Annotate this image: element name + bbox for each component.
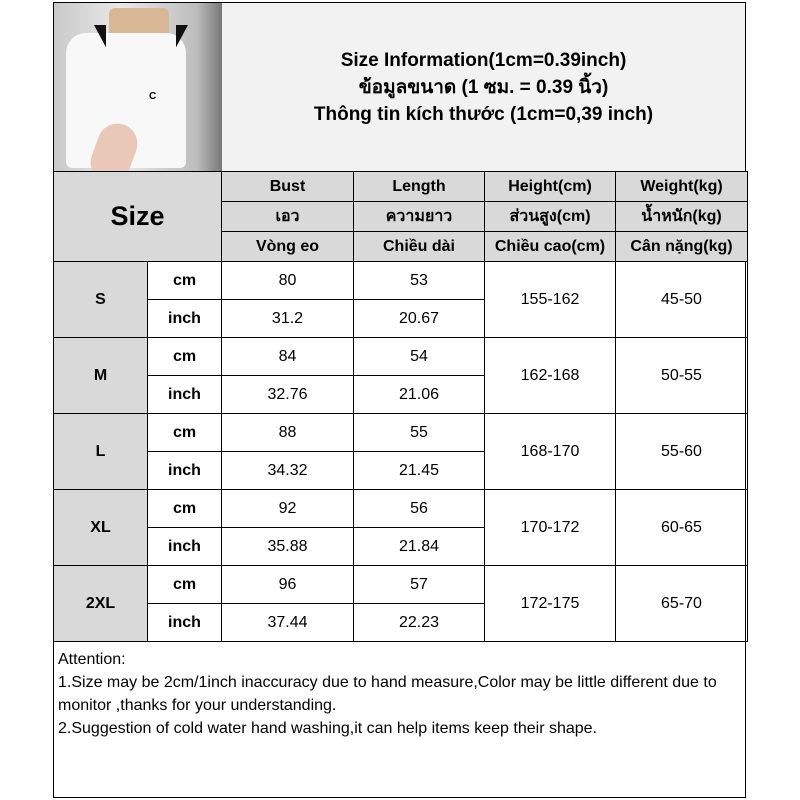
- table-row: 2XL cm 96 57 172-175 65-70: [53, 565, 748, 642]
- bust-inch: 31.2: [221, 299, 354, 338]
- bust-cm: 80: [221, 261, 354, 300]
- length-inch: 22.23: [353, 603, 485, 642]
- size-label: L: [53, 413, 148, 490]
- table-row: inch 32.76 21.06: [54, 375, 748, 414]
- attention-notes: Attention: 1.Size may be 2cm/1inch inacc…: [58, 648, 741, 740]
- weight-range: 45-50: [615, 261, 748, 338]
- shirt-logo: C: [149, 91, 157, 102]
- column-header: ความยาว: [353, 201, 485, 232]
- column-header: Chiều dài: [353, 231, 485, 262]
- height-range: 162-168: [484, 337, 616, 414]
- column-header: Length: [353, 171, 485, 202]
- length-inch: 20.67: [353, 299, 485, 338]
- unit-label: cm: [147, 565, 222, 604]
- bust-cm: 96: [221, 565, 354, 604]
- table-row: inch 34.32 21.45: [54, 451, 748, 490]
- column-header: Cân nặng(kg): [615, 231, 748, 262]
- unit-label: inch: [147, 451, 222, 490]
- bust-inch: 34.32: [221, 451, 354, 490]
- length-cm: 53: [353, 261, 485, 300]
- attention-note-2: 2.Suggestion of cold water hand washing,…: [58, 720, 597, 737]
- bust-inch: 32.76: [221, 375, 354, 414]
- bust-inch: 35.88: [221, 527, 354, 566]
- size-header: Size: [53, 171, 222, 262]
- unit-label: inch: [147, 299, 222, 338]
- column-header: Bust: [221, 171, 354, 202]
- length-cm: 56: [353, 489, 485, 528]
- size-table: Size Bust Length Height(cm) Weight(kg) เอว ควา…: [53, 171, 748, 642]
- unit-label: cm: [147, 413, 222, 452]
- attention-note-1: 1.Size may be 2cm/1inch inaccuracy due t…: [58, 674, 717, 714]
- length-cm: 54: [353, 337, 485, 376]
- header-row: เอว ความยาว ส่วนสูง(cm) น้ำหนัก(kg): [54, 201, 748, 232]
- column-header: ส่วนสูง(cm): [484, 201, 616, 232]
- size-chart: C Size Information(1cm=0.39inch) ข้อมูลข…: [53, 2, 748, 798]
- length-cm: 55: [353, 413, 485, 452]
- unit-label: cm: [147, 337, 222, 376]
- bust-cm: 84: [221, 337, 354, 376]
- header-row: Vòng eo Chiều dài Chiều cao(cm) Cân nặng(kg…: [54, 231, 748, 262]
- height-range: 170-172: [484, 489, 616, 566]
- size-label: 2XL: [53, 565, 148, 642]
- column-header: Height(cm): [484, 171, 616, 202]
- column-header: Chiều cao(cm): [484, 231, 616, 262]
- length-inch: 21.84: [353, 527, 485, 566]
- weight-range: 65-70: [615, 565, 748, 642]
- column-header: Vòng eo: [221, 231, 354, 262]
- unit-label: inch: [147, 527, 222, 566]
- unit-label: cm: [147, 261, 222, 300]
- size-label: XL: [53, 489, 148, 566]
- weight-range: 50-55: [615, 337, 748, 414]
- unit-label: inch: [147, 375, 222, 414]
- height-range: 172-175: [484, 565, 616, 642]
- column-header: เอว: [221, 201, 354, 232]
- bust-cm: 92: [221, 489, 354, 528]
- size-label: M: [53, 337, 148, 414]
- attention-heading: Attention:: [58, 651, 126, 668]
- column-header: น้ำหนัก(kg): [615, 201, 748, 232]
- title-th: ข้อมูลขนาด (1 ซม. = 0.39 นิ้ว): [358, 76, 609, 98]
- height-range: 168-170: [484, 413, 616, 490]
- weight-range: 55-60: [615, 413, 748, 490]
- bust-cm: 88: [221, 413, 354, 452]
- table-row: inch 31.2 20.67: [54, 299, 748, 338]
- weight-range: 60-65: [615, 489, 748, 566]
- length-inch: 21.45: [353, 451, 485, 490]
- title-vi: Thông tin kích thước (1cm=0,39 inch): [313, 103, 654, 125]
- bust-inch: 37.44: [221, 603, 354, 642]
- title-en: Size Information(1cm=0.39inch): [340, 49, 627, 71]
- product-photo: C: [54, 3, 223, 171]
- height-range: 155-162: [484, 261, 616, 338]
- unit-label: inch: [147, 603, 222, 642]
- table-row: XL cm 92 56 170-172 60-65: [53, 489, 748, 566]
- header-row: Size Bust Length Height(cm) Weight(kg): [53, 171, 748, 262]
- length-cm: 57: [353, 565, 485, 604]
- title-block: Size Information(1cm=0.39inch) ข้อมูลขนา…: [222, 3, 745, 171]
- size-label: S: [53, 261, 148, 338]
- unit-label: cm: [147, 489, 222, 528]
- column-header: Weight(kg): [615, 171, 748, 202]
- length-inch: 21.06: [353, 375, 485, 414]
- table-row: inch 37.44 22.23: [54, 603, 748, 642]
